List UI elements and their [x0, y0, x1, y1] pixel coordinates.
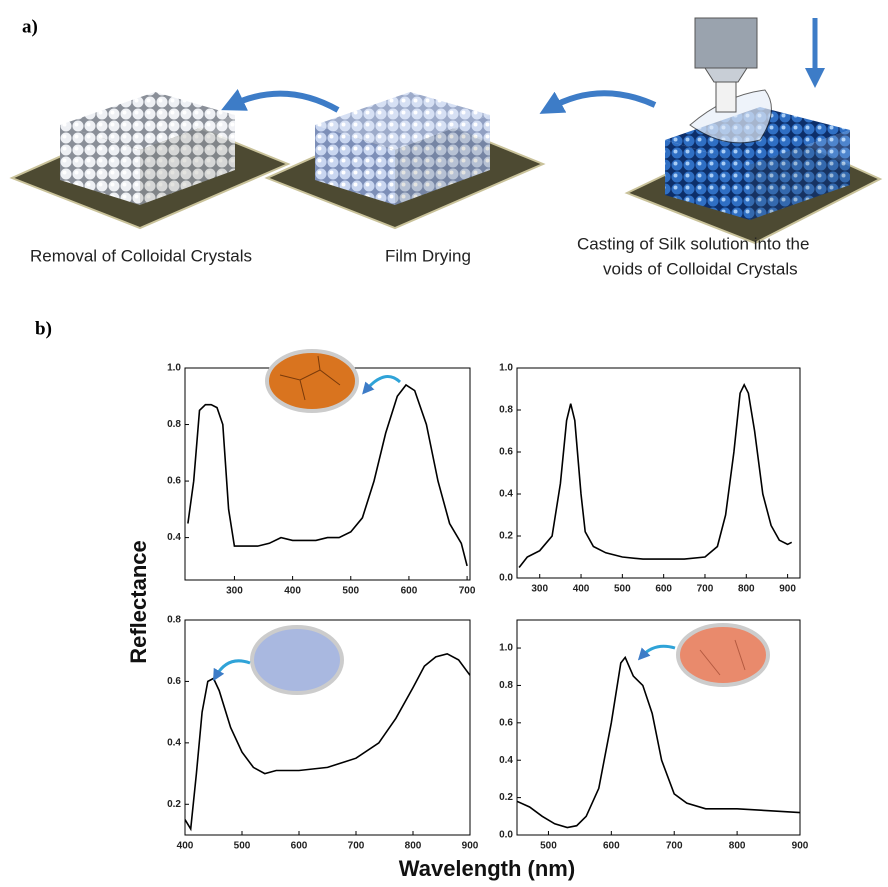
plot-frame — [184, 619, 471, 836]
x-tick-label: 800 — [738, 584, 755, 595]
x-tick-label: 800 — [729, 841, 746, 852]
x-tick-label: 900 — [779, 584, 796, 595]
y-tick-label: 1.0 — [167, 363, 181, 374]
caption: Casting of Silk solution into the — [577, 234, 809, 253]
data-line — [516, 655, 801, 829]
y-tick-label: 0.4 — [499, 755, 513, 766]
y-tick-label: 0.2 — [167, 799, 181, 810]
y-tick-label: 0.8 — [167, 615, 181, 626]
y-tick-label: 0.8 — [167, 419, 181, 430]
y-tick-label: 0.2 — [499, 531, 513, 542]
inset — [637, 623, 770, 687]
panel-label: b) — [35, 318, 52, 339]
caption: Film Drying — [385, 246, 471, 265]
caption: voids of Colloidal Crystals — [603, 259, 798, 278]
x-tick-label: 700 — [348, 841, 365, 852]
x-tick-label: 400 — [284, 586, 301, 597]
y-tick-label: 0.6 — [167, 476, 181, 487]
x-tick-label: 900 — [792, 841, 809, 852]
x-tick-label: 600 — [603, 841, 620, 852]
x-tick-label: 700 — [697, 584, 714, 595]
inset — [213, 625, 344, 695]
pipette — [694, 17, 758, 113]
x-tick-label: 600 — [291, 841, 308, 852]
caption: Removal of Colloidal Crystals — [30, 246, 252, 265]
x-tick-label: 500 — [342, 586, 359, 597]
plot-frame — [516, 619, 801, 836]
y-tick-label: 0.6 — [167, 676, 181, 687]
y-axis-label: Reflectance — [126, 540, 151, 664]
data-line — [187, 383, 468, 567]
panel-label: a) — [22, 16, 38, 37]
x-axis-label: Wavelength (nm) — [399, 856, 575, 881]
y-tick-label: 0.2 — [499, 792, 513, 803]
y-tick-label: 0.4 — [167, 737, 181, 748]
x-tick-label: 500 — [614, 584, 631, 595]
y-tick-label: 0.4 — [167, 532, 181, 543]
cube — [624, 89, 883, 245]
arrow — [221, 89, 340, 113]
x-tick-label: 300 — [226, 586, 243, 597]
y-tick-label: 0.8 — [499, 680, 513, 691]
data-line — [518, 382, 793, 568]
cube — [264, 92, 546, 230]
x-tick-label: 500 — [540, 841, 557, 852]
y-tick-label: 0.0 — [499, 573, 513, 584]
y-tick-label: 0.6 — [499, 717, 513, 728]
plot-frame — [516, 367, 801, 579]
y-tick-label: 0.0 — [499, 830, 513, 841]
x-tick-label: 500 — [234, 841, 251, 852]
x-tick-label: 300 — [531, 584, 548, 595]
inset — [265, 349, 402, 413]
x-tick-label: 400 — [573, 584, 590, 595]
x-tick-label: 600 — [401, 586, 418, 597]
y-tick-label: 0.6 — [499, 447, 513, 458]
arrow — [539, 90, 657, 114]
y-tick-label: 0.8 — [499, 405, 513, 416]
y-tick-label: 1.0 — [499, 643, 513, 654]
cube — [9, 92, 291, 230]
y-tick-label: 0.4 — [499, 489, 513, 500]
y-tick-label: 1.0 — [499, 363, 513, 374]
x-tick-label: 600 — [655, 584, 672, 595]
x-tick-label: 900 — [462, 841, 479, 852]
charts: 300 400 500 600 700 0.4 0.6 0.8 1.0 300 400 500 600 7… — [167, 363, 809, 852]
x-tick-label: 700 — [459, 586, 476, 597]
x-tick-label: 400 — [177, 841, 194, 852]
x-tick-label: 700 — [666, 841, 683, 852]
data-line — [184, 652, 471, 832]
x-tick-label: 800 — [405, 841, 422, 852]
